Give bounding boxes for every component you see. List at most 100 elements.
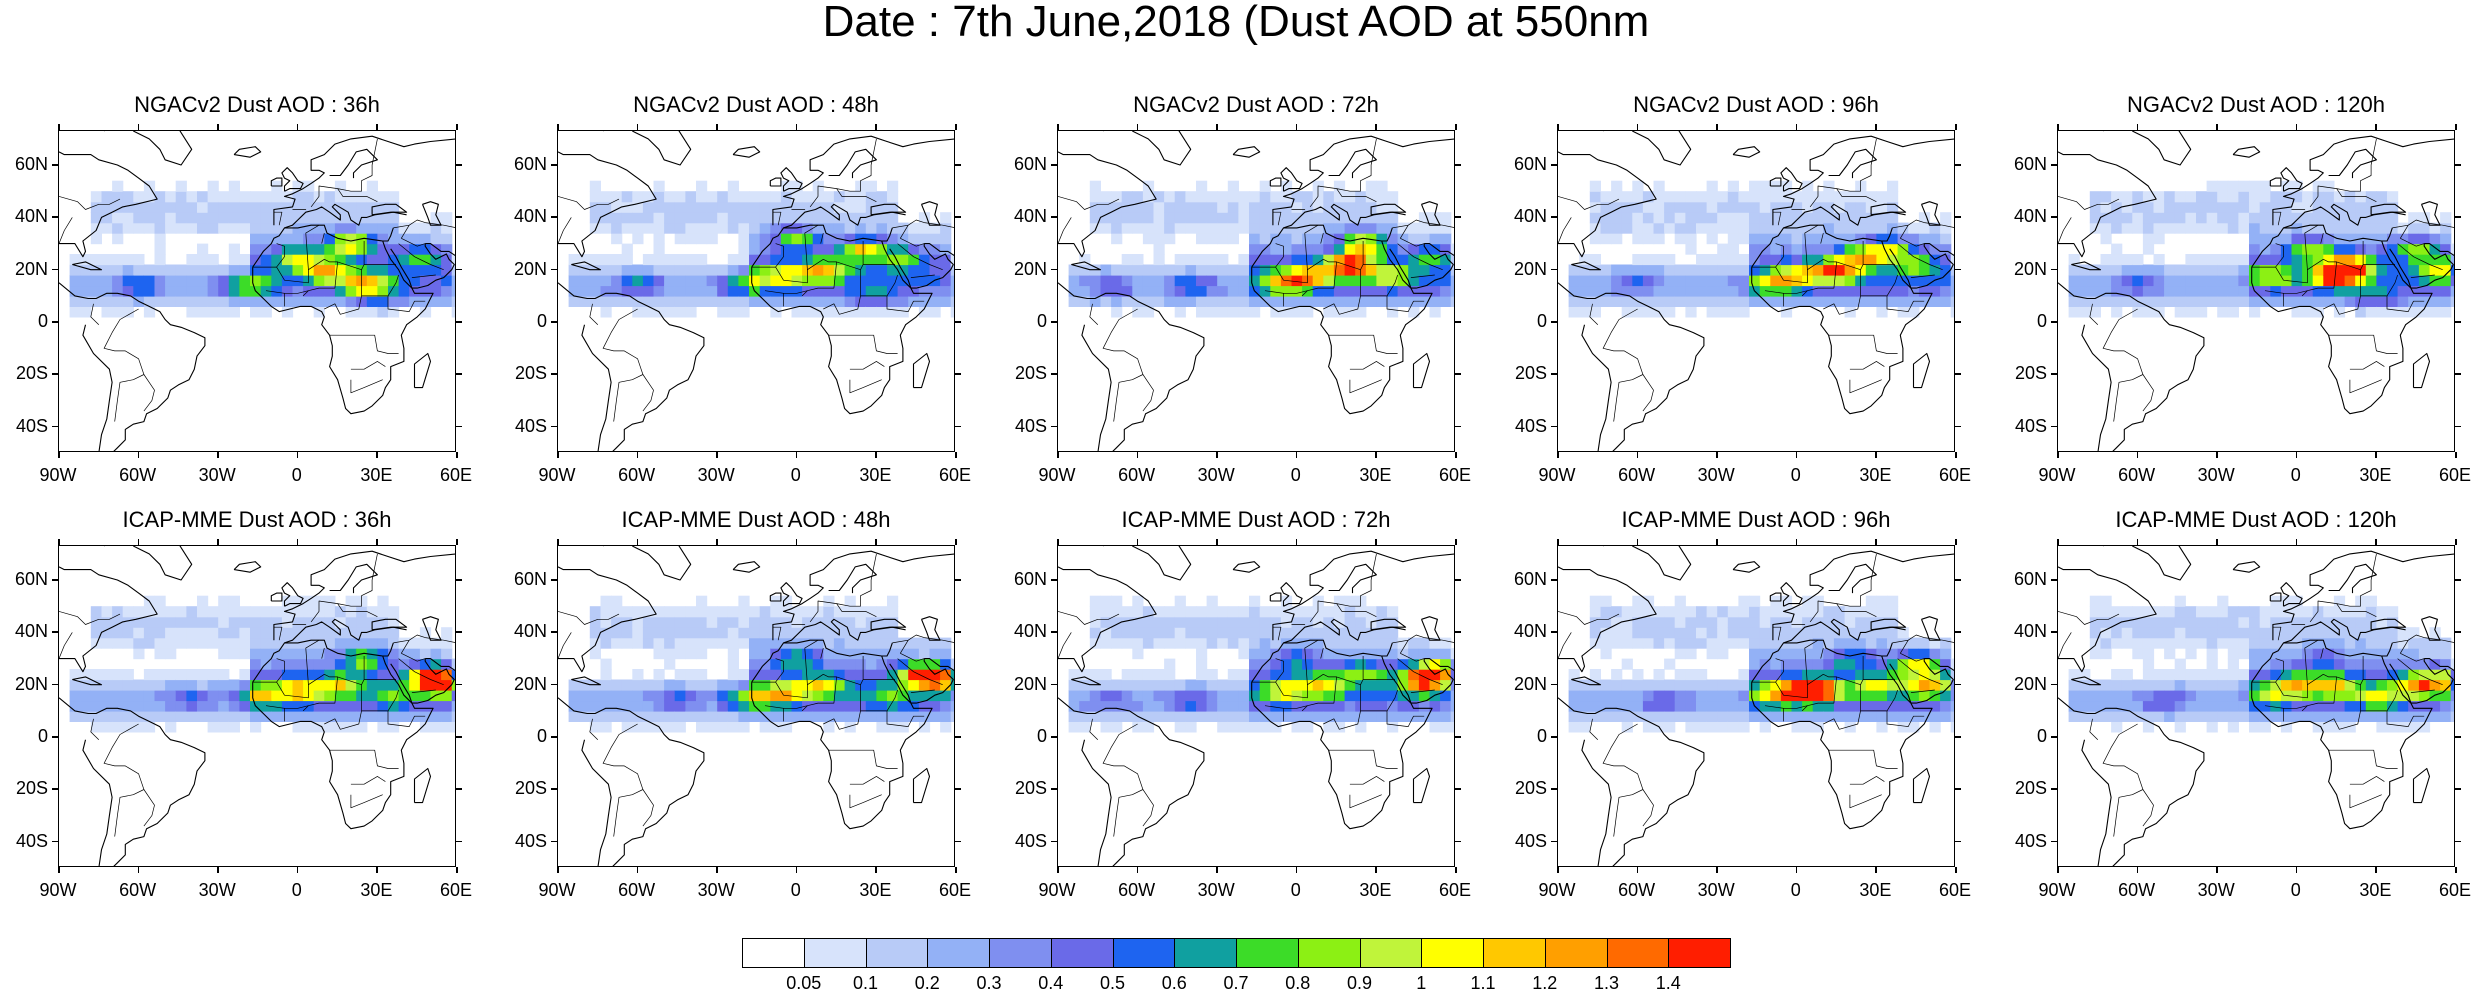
lon-tick-label: 0 bbox=[291, 465, 302, 485]
lat-tick-label: 20N bbox=[513, 673, 547, 694]
panel-title: NGACv2 Dust AOD : 96h bbox=[1633, 92, 1879, 117]
lat-tick-label: 0 bbox=[2036, 726, 2047, 747]
lat-tick-label: 60N bbox=[1013, 569, 1047, 590]
lon-tick-label: 30E bbox=[2359, 465, 2392, 485]
aod-field bbox=[1568, 180, 1954, 318]
lat-tick-label: 60N bbox=[1513, 154, 1547, 175]
map-canvas bbox=[59, 131, 455, 451]
country-borders bbox=[558, 138, 954, 422]
lon-tick bbox=[2216, 539, 2218, 545]
lon-tick bbox=[2375, 539, 2377, 545]
lat-tick bbox=[1051, 373, 1057, 375]
lon-tick-label: 60W bbox=[618, 880, 656, 900]
lat-tick bbox=[456, 683, 462, 686]
colorbar-tick-label: 0.4 bbox=[1038, 973, 1064, 993]
lon-tick bbox=[2057, 452, 2059, 458]
lat-tick-label: 40N bbox=[1013, 206, 1047, 227]
lat-tick bbox=[1455, 321, 1461, 323]
lon-tick bbox=[557, 124, 559, 130]
lon-tick bbox=[1557, 867, 1559, 873]
map-canvas bbox=[1558, 546, 1954, 866]
lat-tick-label: 40N bbox=[14, 206, 48, 227]
lat-tick bbox=[2455, 425, 2461, 428]
lon-tick bbox=[376, 539, 378, 545]
lon-tick bbox=[1216, 539, 1218, 545]
lon-tick-label: 60E bbox=[1438, 880, 1472, 900]
lat-tick bbox=[52, 736, 58, 738]
lat-tick bbox=[1551, 268, 1557, 271]
coastlines bbox=[1058, 131, 1454, 451]
lat-tick bbox=[1955, 631, 1961, 633]
lon-tick bbox=[2216, 124, 2218, 130]
lat-tick-label: 60N bbox=[1013, 154, 1047, 175]
panel-title: NGACv2 Dust AOD : 48h bbox=[633, 92, 879, 117]
lat-tick-label: 40S bbox=[1514, 830, 1547, 851]
panel-title: ICAP-MME Dust AOD : 72h bbox=[1121, 507, 1391, 532]
colorbar-swatch bbox=[1483, 938, 1546, 968]
lon-tick bbox=[955, 452, 957, 458]
lon-tick bbox=[2455, 867, 2457, 873]
lon-tick bbox=[2455, 539, 2457, 545]
lon-tick bbox=[1955, 124, 1957, 130]
lat-tick bbox=[1051, 425, 1057, 428]
lat-tick-label: 40S bbox=[514, 415, 547, 436]
lon-tick bbox=[2295, 124, 2298, 130]
lat-tick bbox=[456, 268, 462, 271]
lat-tick bbox=[52, 788, 58, 790]
lon-tick bbox=[296, 539, 299, 545]
lat-tick bbox=[2051, 579, 2057, 581]
lat-tick bbox=[1955, 840, 1961, 843]
lon-tick bbox=[875, 867, 877, 873]
lon-tick bbox=[955, 539, 957, 545]
lat-tick bbox=[1551, 216, 1557, 218]
coastlines bbox=[1058, 546, 1454, 866]
lat-tick bbox=[955, 268, 961, 271]
lat-tick-label: 0 bbox=[1036, 311, 1047, 332]
lon-tick-label: 90W bbox=[538, 465, 576, 485]
lon-tick bbox=[1216, 452, 1218, 458]
lon-tick-label: 90W bbox=[39, 880, 77, 900]
lon-tick bbox=[875, 124, 877, 130]
lat-tick-label: 40N bbox=[513, 621, 547, 642]
aod-field bbox=[568, 595, 954, 733]
lon-tick-label: 30E bbox=[1859, 465, 1892, 485]
colorbar-tick-label: 0.2 bbox=[914, 973, 940, 993]
lon-tick bbox=[1875, 124, 1877, 130]
lat-tick bbox=[1955, 373, 1961, 375]
lat-tick bbox=[1955, 268, 1961, 271]
lon-tick-label: 0 bbox=[2290, 880, 2301, 900]
lat-tick bbox=[1551, 788, 1557, 790]
lon-tick-label: 30W bbox=[1197, 465, 1235, 485]
lon-tick bbox=[1955, 452, 1957, 458]
lat-tick-label: 60N bbox=[513, 154, 547, 175]
lat-tick bbox=[551, 216, 557, 218]
lat-tick bbox=[52, 579, 58, 581]
lon-tick-label: 60E bbox=[2438, 880, 2472, 900]
lon-tick-label: 60E bbox=[938, 465, 972, 485]
country-borders bbox=[2058, 138, 2454, 422]
lat-tick-label: 20S bbox=[1514, 778, 1547, 799]
lat-tick bbox=[1955, 216, 1961, 218]
lat-tick bbox=[551, 321, 557, 323]
lon-tick bbox=[1795, 452, 1798, 458]
lon-tick bbox=[1375, 539, 1377, 545]
lon-tick bbox=[58, 452, 60, 458]
lon-tick bbox=[1955, 539, 1957, 545]
colorbar-swatch bbox=[1606, 938, 1670, 968]
lat-tick bbox=[1955, 736, 1961, 738]
lon-tick bbox=[716, 539, 718, 545]
lat-tick bbox=[2051, 788, 2057, 790]
map-canvas bbox=[1058, 131, 1454, 451]
colorbar-swatch bbox=[1050, 938, 1114, 968]
lon-tick bbox=[2057, 867, 2059, 873]
lon-tick bbox=[557, 539, 559, 545]
lat-tick bbox=[2051, 216, 2057, 218]
lat-tick bbox=[1551, 840, 1557, 843]
lat-tick-label: 20N bbox=[1013, 673, 1047, 694]
lon-tick bbox=[137, 452, 140, 458]
lon-tick-label: 60W bbox=[119, 880, 157, 900]
colorbar-tick-label: 1.4 bbox=[1655, 973, 1681, 993]
lon-tick bbox=[1455, 452, 1457, 458]
lat-tick-label: 40N bbox=[1513, 621, 1547, 642]
lon-tick bbox=[1795, 124, 1798, 130]
